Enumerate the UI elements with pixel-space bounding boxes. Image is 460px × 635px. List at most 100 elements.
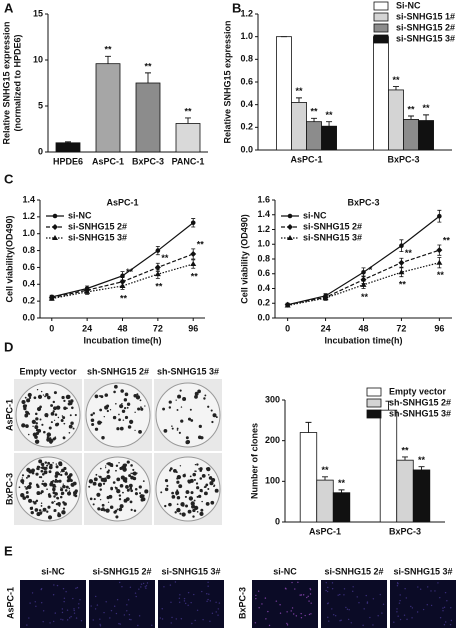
colony xyxy=(207,474,210,476)
colony xyxy=(94,427,99,431)
colony xyxy=(26,467,31,472)
colony xyxy=(21,474,25,477)
colony xyxy=(41,482,44,486)
cell xyxy=(73,608,75,610)
cell xyxy=(399,594,401,596)
colony xyxy=(182,396,187,401)
cell xyxy=(211,612,214,614)
bar xyxy=(321,125,337,151)
cell xyxy=(105,601,107,603)
colony xyxy=(57,501,61,506)
colony xyxy=(53,391,57,395)
colony xyxy=(52,410,55,413)
cell xyxy=(365,594,367,597)
colony xyxy=(35,428,39,432)
column-label: si-SNHG15 3# xyxy=(161,566,220,576)
colony xyxy=(47,493,51,496)
colony xyxy=(189,475,192,478)
colony xyxy=(119,404,124,409)
colony xyxy=(194,464,197,466)
y-tick-label: 200 xyxy=(265,435,280,445)
cell xyxy=(326,590,329,593)
cell xyxy=(396,582,399,584)
cell xyxy=(325,581,327,584)
cell xyxy=(396,611,398,613)
cell xyxy=(309,593,312,595)
cell xyxy=(218,602,221,604)
x-tick-label: AsPC-1 xyxy=(290,154,322,164)
column-label: Empty vector xyxy=(19,366,77,376)
colony xyxy=(102,482,106,485)
significance: ** xyxy=(338,478,346,488)
y-tick-label: 0.6 xyxy=(240,76,253,86)
legend-swatch xyxy=(366,409,382,419)
significance: ** xyxy=(197,239,205,249)
colony xyxy=(133,394,137,398)
cell xyxy=(275,600,278,602)
point xyxy=(360,281,367,287)
colony xyxy=(40,462,45,467)
colony xyxy=(188,496,194,501)
colony xyxy=(164,478,169,483)
cell xyxy=(90,605,92,607)
cell xyxy=(130,619,132,621)
colony xyxy=(189,408,192,411)
colony xyxy=(132,468,135,471)
colony xyxy=(59,495,63,499)
cell xyxy=(145,585,148,587)
colony xyxy=(53,495,56,498)
legend-label: si-SNHG15 3# xyxy=(68,232,127,242)
cell xyxy=(291,581,293,584)
colony xyxy=(63,466,67,471)
colony xyxy=(89,497,93,501)
colony xyxy=(130,464,133,467)
y-axis-label: Cell viability(OD490) xyxy=(4,215,14,302)
colony xyxy=(68,431,71,434)
colony xyxy=(187,417,192,421)
x-tick-label: 24 xyxy=(82,323,92,333)
cell xyxy=(369,616,371,619)
colony xyxy=(213,484,216,487)
cell xyxy=(191,622,193,625)
colony xyxy=(38,509,42,512)
cell xyxy=(121,586,123,588)
colony xyxy=(30,510,34,515)
significance: ** xyxy=(191,271,199,281)
cell xyxy=(255,597,257,600)
colony xyxy=(179,512,182,515)
colony xyxy=(106,474,111,480)
colony xyxy=(173,468,177,473)
colony xyxy=(144,489,149,494)
colony xyxy=(36,467,39,471)
cell xyxy=(306,596,308,599)
colony xyxy=(42,394,45,396)
colony xyxy=(176,495,181,500)
colony xyxy=(160,491,163,494)
cell xyxy=(174,581,177,583)
y-tick-label: 0.4 xyxy=(240,99,253,109)
colony xyxy=(106,409,109,413)
colony xyxy=(60,492,64,496)
colony xyxy=(103,508,106,512)
legend-marker xyxy=(52,213,58,219)
colony xyxy=(107,501,110,503)
colony xyxy=(54,478,58,481)
cell xyxy=(171,616,173,619)
legend-marker xyxy=(52,235,58,240)
colony xyxy=(194,470,196,472)
row-label: BxPC-3 xyxy=(4,473,14,505)
colony xyxy=(198,424,202,428)
colony xyxy=(20,478,25,484)
colony xyxy=(131,472,134,475)
colony xyxy=(56,405,61,410)
cell xyxy=(434,590,436,592)
legend-swatch xyxy=(373,12,389,22)
cell xyxy=(137,624,139,627)
y-tick-label: 0.0 xyxy=(240,144,253,154)
cell xyxy=(62,619,64,621)
colony xyxy=(94,394,99,399)
colony xyxy=(52,462,54,464)
colony xyxy=(184,473,186,475)
cell xyxy=(261,603,263,605)
colony xyxy=(63,399,66,403)
